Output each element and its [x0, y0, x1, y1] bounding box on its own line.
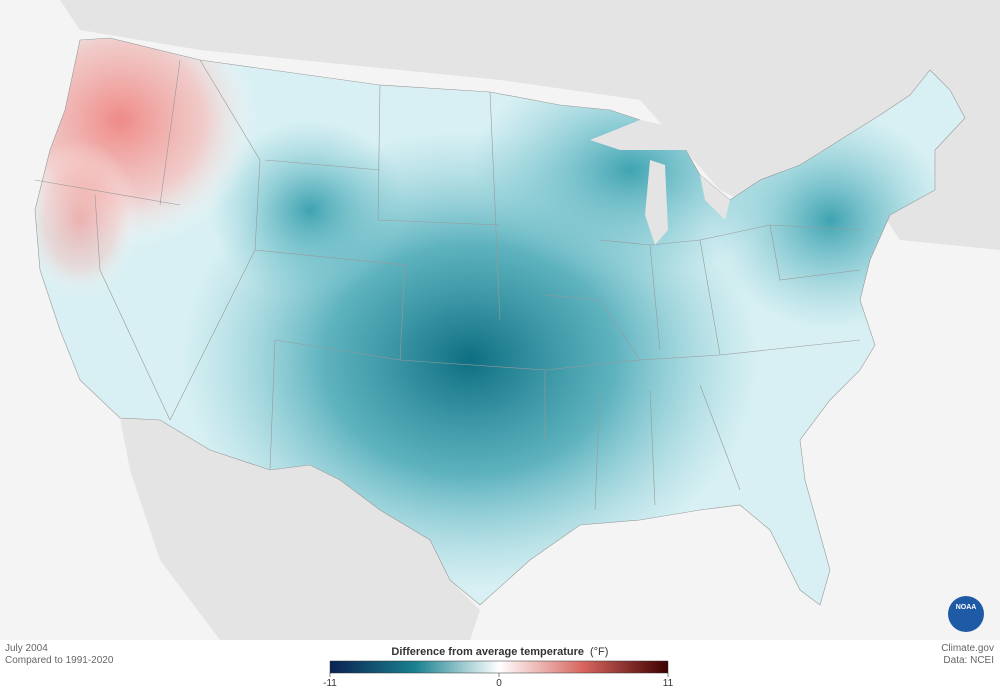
tick-label: -11 [323, 678, 337, 689]
baseline: Compared to 1991-2020 [5, 655, 114, 666]
tick-label: 0 [496, 678, 502, 689]
source: Data: NCEI [943, 655, 994, 666]
noaa-logo [948, 596, 984, 632]
lake-superior [590, 120, 700, 150]
logo-text: NOAA [956, 604, 977, 611]
legend-title: Difference from average temperature [391, 646, 584, 658]
mexico [120, 418, 480, 640]
tick-label: 11 [663, 678, 674, 689]
site: Climate.gov [941, 643, 994, 654]
lake-michigan [645, 160, 668, 245]
date: July 2004 [5, 643, 48, 654]
color-bar [329, 660, 669, 674]
legend-unit: (°F) [590, 646, 608, 658]
lake-huron [700, 175, 730, 220]
state-lines [34, 59, 861, 511]
